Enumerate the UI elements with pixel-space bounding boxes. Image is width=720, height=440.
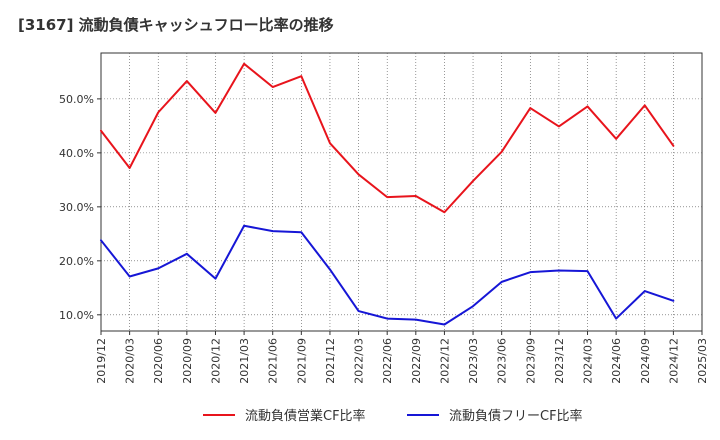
x-tick-label: 2022/03 xyxy=(353,338,366,384)
y-tick-label: 10.0% xyxy=(59,309,94,322)
x-tick-label: 2020/03 xyxy=(124,338,137,384)
y-tick-label: 50.0% xyxy=(59,93,94,106)
y-tick-label: 30.0% xyxy=(59,201,94,214)
x-tick-label: 2019/12 xyxy=(95,338,108,384)
x-tick-label: 2025/03 xyxy=(696,338,709,384)
x-tick-label: 2022/09 xyxy=(410,338,423,384)
grid-lines xyxy=(100,52,703,332)
y-tick-label: 20.0% xyxy=(59,255,94,268)
x-tick-label: 2021/12 xyxy=(324,338,337,384)
x-tick-label: 2021/03 xyxy=(238,338,251,384)
x-tick-label: 2020/12 xyxy=(209,338,222,384)
x-tick-label: 2022/06 xyxy=(381,338,394,384)
x-tick-label: 2021/06 xyxy=(267,338,280,384)
legend: 流動負債営業CF比率 流動負債フリーCF比率 xyxy=(203,408,583,424)
x-tick-label: 2023/09 xyxy=(524,338,537,384)
y-tick-label: 40.0% xyxy=(59,147,94,160)
x-tick-label: 2024/09 xyxy=(639,338,652,384)
x-tick-label: 2023/06 xyxy=(496,338,509,384)
x-tick-label: 2023/12 xyxy=(553,338,566,384)
x-tick-label: 2024/12 xyxy=(667,338,680,384)
legend-label-2: 流動負債フリーCF比率 xyxy=(449,408,583,424)
plot-area xyxy=(100,52,703,332)
chart-title: [3167] 流動負債キャッシュフロー比率の推移 xyxy=(18,16,334,34)
legend-label-1: 流動負債営業CF比率 xyxy=(245,408,366,424)
x-tick-label: 2020/09 xyxy=(181,338,194,384)
x-tick-label: 2024/06 xyxy=(610,338,623,384)
x-tick-label: 2021/09 xyxy=(295,338,308,384)
x-tick-label: 2024/03 xyxy=(582,338,595,384)
x-tick-label: 2020/06 xyxy=(152,338,165,384)
x-tick-label: 2023/03 xyxy=(467,338,480,384)
axes: 10.0% 20.0% 30.0% 40.0% 50.0% 2019/12 2020/03 2… xyxy=(59,93,709,384)
x-tick-label: 2022/12 xyxy=(438,338,451,384)
series-lines xyxy=(100,62,675,326)
